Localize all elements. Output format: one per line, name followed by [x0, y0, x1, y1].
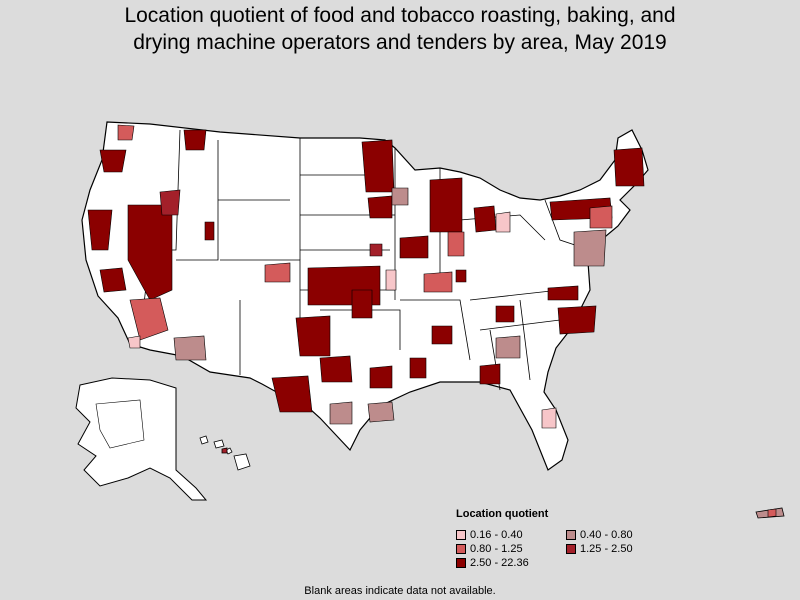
area-spokane — [183, 129, 207, 151]
area-california-central — [99, 267, 127, 293]
area-north-carolina — [557, 305, 597, 335]
title-line-2: drying machine operators and tenders by … — [133, 31, 667, 54]
area-texas-panhandle — [295, 315, 331, 357]
puerto-rico-area — [767, 508, 777, 518]
area-san-antonio — [329, 401, 353, 425]
area-kentucky — [455, 269, 467, 283]
area-wisconsin — [391, 187, 409, 206]
title-line-1: Location quotient of food and tobacco ro… — [124, 4, 676, 27]
area-utah — [204, 221, 215, 241]
legend-item: 0.40 - 0.80 — [566, 528, 676, 541]
legend-item: 1.25 - 2.50 — [566, 542, 676, 555]
area-los-angeles — [129, 297, 169, 341]
area-georgia — [495, 335, 521, 359]
legend-swatch — [566, 543, 576, 554]
area-florida — [541, 407, 557, 429]
area-houston — [367, 401, 395, 423]
footnote: Blank areas indicate data not available. — [304, 585, 496, 597]
area-mississippi — [409, 357, 427, 379]
area-oregon — [99, 149, 127, 173]
legend-swatch — [456, 543, 466, 554]
area-nebraska — [369, 243, 383, 257]
area-oklahoma — [351, 289, 373, 319]
area-illinois — [429, 177, 463, 233]
area-missouri — [423, 271, 453, 293]
legend-item: 0.80 - 1.25 — [456, 542, 566, 555]
area-california-north — [87, 209, 113, 251]
area-ohio — [495, 211, 511, 233]
area-indiana — [447, 231, 465, 257]
area-colorado — [264, 262, 291, 283]
legend-label: 0.40 - 0.80 — [580, 528, 633, 541]
area-arizona — [173, 335, 207, 361]
legend-item: 0.16 - 0.40 — [456, 528, 566, 541]
area-arkansas — [431, 325, 453, 345]
area-new-york — [589, 205, 613, 229]
area-louisiana — [369, 365, 393, 389]
legend-label: 2.50 - 22.36 — [470, 556, 529, 569]
legend: Location quotient 0.16 - 0.40 0.40 - 0.8… — [456, 508, 696, 569]
area-virginia — [547, 285, 579, 301]
area-texas-central — [319, 355, 353, 383]
legend-item: 2.50 - 22.36 — [456, 556, 566, 569]
area-kansas-east — [385, 269, 397, 291]
map-title: Location quotient of food and tobacco ro… — [0, 2, 800, 56]
legend-swatch — [456, 529, 466, 540]
area-san-diego — [127, 335, 141, 349]
area-washington — [117, 124, 135, 141]
area-tennessee — [495, 305, 515, 323]
hawaii — [199, 435, 251, 471]
legend-grid: 0.16 - 0.40 0.40 - 0.80 0.80 - 1.25 1.25… — [456, 528, 696, 569]
legend-swatch — [456, 557, 466, 568]
legend-label: 0.16 - 0.40 — [470, 528, 523, 541]
area-idaho — [159, 189, 181, 216]
area-mid-atlantic — [573, 229, 607, 267]
area-minnesota — [361, 139, 395, 193]
alaska — [75, 377, 208, 501]
area-alabama — [479, 363, 501, 385]
area-iowa — [399, 235, 429, 259]
legend-label: 1.25 - 2.50 — [580, 542, 633, 555]
legend-title: Location quotient — [456, 508, 549, 520]
area-texas-west — [271, 375, 313, 413]
area-south-dakota — [367, 195, 393, 219]
area-maine — [613, 147, 645, 187]
shaded-areas — [87, 124, 645, 429]
area-michigan — [473, 205, 497, 233]
legend-label: 0.80 - 1.25 — [470, 542, 523, 555]
legend-swatch — [566, 529, 576, 540]
